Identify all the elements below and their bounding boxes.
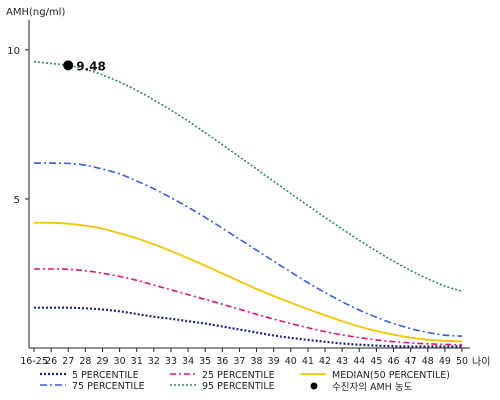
series-line-3 <box>34 162 463 337</box>
patient-marker-group: 9.48 <box>63 59 106 73</box>
series-line-4 <box>33 60 463 293</box>
patient-value-point <box>63 60 74 71</box>
legend-label-marker: 수진자의 AMH 농도 <box>332 382 413 393</box>
x-tick-label: 49 <box>439 356 451 367</box>
x-tick-label: 44 <box>353 356 365 367</box>
x-tick-label: 41 <box>302 356 314 367</box>
x-tick-label: 33 <box>165 356 177 367</box>
legend-label-0: 5 PERCENTILE <box>72 370 139 381</box>
legend-label-4: 95 PERCENTILE <box>202 381 275 392</box>
x-tick-label: 31 <box>131 356 143 367</box>
y-tick-label: 5 <box>14 195 20 206</box>
x-tick-label: 16-25 <box>20 356 48 367</box>
x-tick-label: 28 <box>79 356 91 367</box>
x-tick-label: 45 <box>370 356 382 367</box>
x-tick-label: 37 <box>233 356 245 367</box>
x-tick-label: 39 <box>268 356 280 367</box>
legend-label-3: 75 PERCENTILE <box>72 381 145 392</box>
y-tick-label: 10 <box>7 46 20 57</box>
x-tick-label: 30 <box>114 356 126 367</box>
patient-value-label: 9.48 <box>76 59 106 73</box>
x-tick-label: 35 <box>199 356 211 367</box>
series-line-0 <box>33 306 462 348</box>
legend: 5 PERCENTILE 25 PERCENTILE MEDIAN(50 PERCE… <box>40 370 450 393</box>
x-tick-label: 27 <box>62 356 74 367</box>
x-tick-label: 29 <box>96 356 108 367</box>
x-tick-label: 26 <box>45 356 57 367</box>
x-tick-label: 42 <box>319 356 331 367</box>
x-tick-label: 43 <box>336 356 348 367</box>
x-tick-label: 50 <box>456 356 468 367</box>
legend-swatch-marker <box>310 382 318 390</box>
legend-label-2: MEDIAN(50 PERCENTILE) <box>332 370 450 381</box>
x-tick-label: 40 <box>285 356 297 367</box>
series-line-2 <box>33 221 463 343</box>
x-tick-label: 47 <box>405 356 417 367</box>
y-axis-title: AMH(ng/ml) <box>6 7 65 18</box>
x-tick-label: 34 <box>182 356 194 367</box>
percentile-curves <box>33 60 463 348</box>
x-tick-label: 36 <box>216 356 228 367</box>
x-tick-label: 32 <box>148 356 160 367</box>
x-tick-label: 48 <box>422 356 434 367</box>
x-axis-title: 나이 <box>472 356 490 368</box>
x-tick-label: 38 <box>251 356 263 367</box>
legend-label-1: 25 PERCENTILE <box>202 370 275 381</box>
series-line-1 <box>33 268 463 346</box>
x-tick-label: 46 <box>387 356 399 367</box>
